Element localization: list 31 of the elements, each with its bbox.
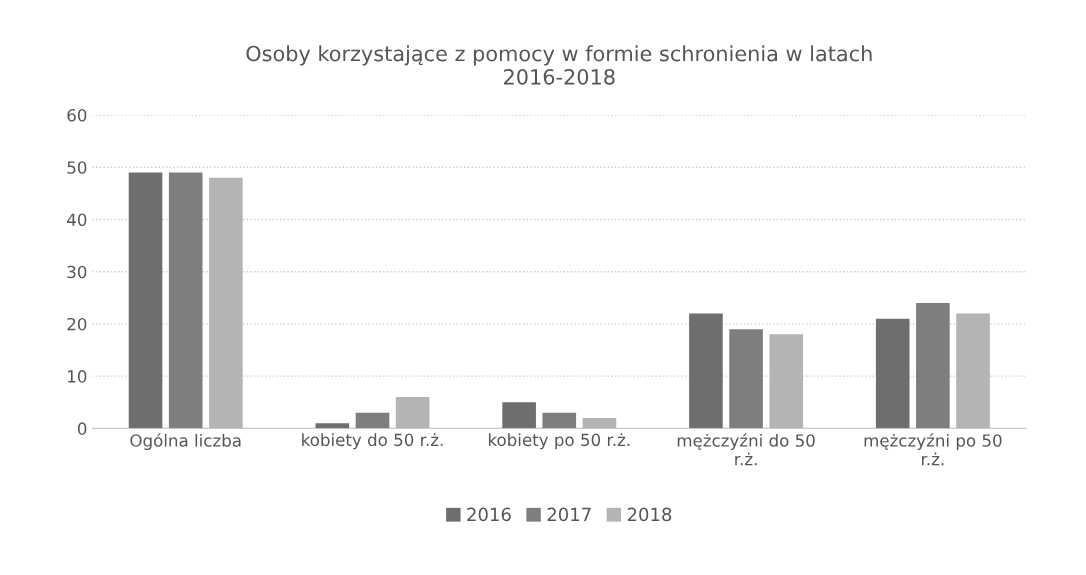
y-tick-label: 20 [67,317,87,331]
bar [875,318,910,429]
x-tick-label: mężczyźni do 50 r.ż. [677,433,815,466]
bar [542,412,577,429]
bar [395,397,430,429]
bar [916,303,950,429]
bar [209,177,243,429]
bar [582,417,617,429]
bar [315,423,350,429]
y-tick-label: 30 [67,265,87,279]
x-tick-label: mężczyźni po 50 r.ż. [864,433,1002,466]
y-tick-label: 10 [68,370,87,383]
bar [729,329,763,429]
y-tick-label: 60 [67,108,87,122]
y-tick-label: 40 [67,213,87,227]
bar [355,412,390,429]
legend-label: 2017 [547,507,591,522]
bar [168,172,203,429]
x-tick-label: kobiety po 50 r.ż. [488,433,630,450]
bar [502,402,536,429]
chart-title: Osoby korzystające z pomocy w formie schronienia w latach 2016-2018 [246,45,872,85]
legend-label: 2018 [627,507,672,522]
y-tick-label: 0 [77,422,87,435]
bar [689,313,723,429]
bar [956,313,990,429]
y-tick-label: 50 [67,161,87,174]
x-tick-label: Ogólna liczba [130,433,241,451]
legend-label: 2016 [467,507,511,522]
bar [128,172,163,429]
x-tick-label: kobiety do 50 r.ż. [302,433,443,450]
bar [769,334,804,429]
